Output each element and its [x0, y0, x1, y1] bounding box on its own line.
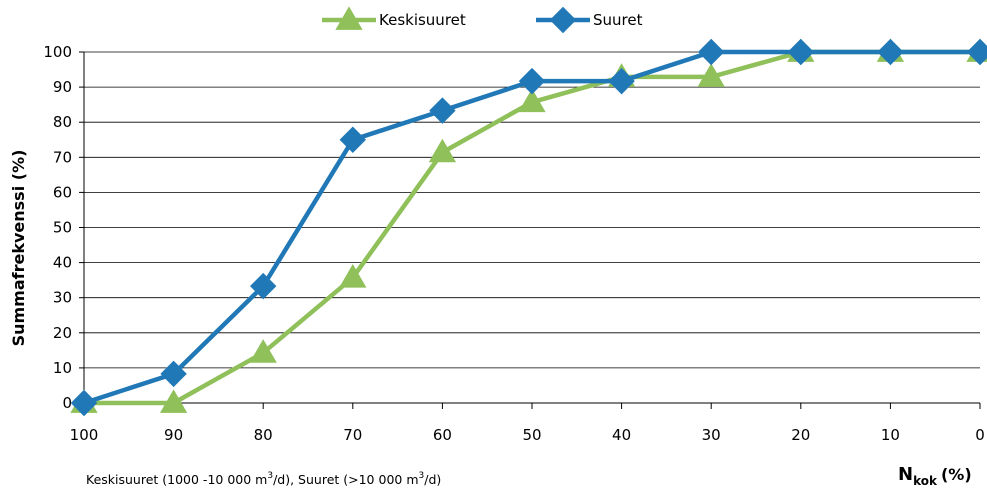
- data-point: [966, 38, 987, 66]
- data-point: [518, 67, 546, 95]
- data-point: [339, 264, 367, 288]
- data-point: [160, 360, 187, 388]
- x-tick-label: 50: [522, 426, 541, 444]
- x-tick-label: 80: [254, 426, 273, 444]
- y-tick-label: 20: [53, 324, 72, 342]
- x-tick-label: 100: [70, 426, 99, 444]
- footnote: Keskisuuret (1000 -10 000 m3/d), Suuret …: [86, 471, 441, 487]
- y-tick-label: 60: [53, 183, 72, 201]
- y-tick-label: 0: [62, 394, 72, 412]
- axes: [79, 51, 981, 409]
- x-axis-label: Nkok (%): [898, 464, 972, 488]
- data-point: [697, 63, 725, 87]
- x-tick-label: 90: [164, 426, 183, 444]
- legend-marker: [549, 6, 577, 34]
- y-tick-label: 90: [53, 78, 72, 96]
- x-tick-label: 0: [975, 426, 985, 444]
- data-point: [249, 339, 277, 363]
- x-tick-labels: 100 90 80 70 60 50 40 30 20 10 0: [70, 426, 985, 444]
- y-tick-label: 50: [53, 219, 72, 237]
- data-point: [70, 389, 98, 417]
- data-point: [877, 38, 904, 66]
- y-tick-label: 70: [53, 148, 72, 166]
- legend-label: Keskisuuret: [379, 11, 466, 29]
- y-tick-label: 10: [53, 359, 72, 377]
- data-point: [159, 389, 188, 413]
- x-tick-label: 10: [881, 426, 900, 444]
- data-point: [429, 97, 456, 124]
- data-point: [787, 38, 814, 66]
- legend-item-suuret: Suuret: [536, 6, 643, 34]
- legend-marker: [335, 6, 363, 30]
- data-point: [518, 88, 546, 113]
- x-tick-label: 20: [791, 426, 810, 444]
- y-tick-labels: 0 10 20 30 40 50 60 70 80 90 100: [43, 43, 72, 412]
- series-group: [70, 38, 987, 417]
- series-suuret: [70, 38, 987, 417]
- x-tick-label: 70: [343, 426, 362, 444]
- y-tick-label: 30: [53, 289, 72, 307]
- y-tick-label: 100: [43, 43, 72, 61]
- x-tick-label: 40: [612, 426, 631, 444]
- data-point: [608, 67, 635, 95]
- data-point: [698, 38, 725, 66]
- legend-label: Suuret: [593, 11, 643, 29]
- data-point: [339, 126, 366, 153]
- y-axis-label: Summafrekvenssi (%): [9, 150, 28, 347]
- legend-item-keskisuuret: Keskisuuret: [322, 6, 466, 30]
- series-keskisuuret: [70, 38, 987, 413]
- y-tick-label: 80: [53, 113, 72, 131]
- x-tick-label: 60: [433, 426, 452, 444]
- y-tick-label: 40: [53, 254, 72, 272]
- x-tick-label: 30: [702, 426, 721, 444]
- data-point: [250, 272, 277, 300]
- legend: Keskisuuret Suuret: [322, 6, 643, 34]
- data-point: [428, 138, 457, 163]
